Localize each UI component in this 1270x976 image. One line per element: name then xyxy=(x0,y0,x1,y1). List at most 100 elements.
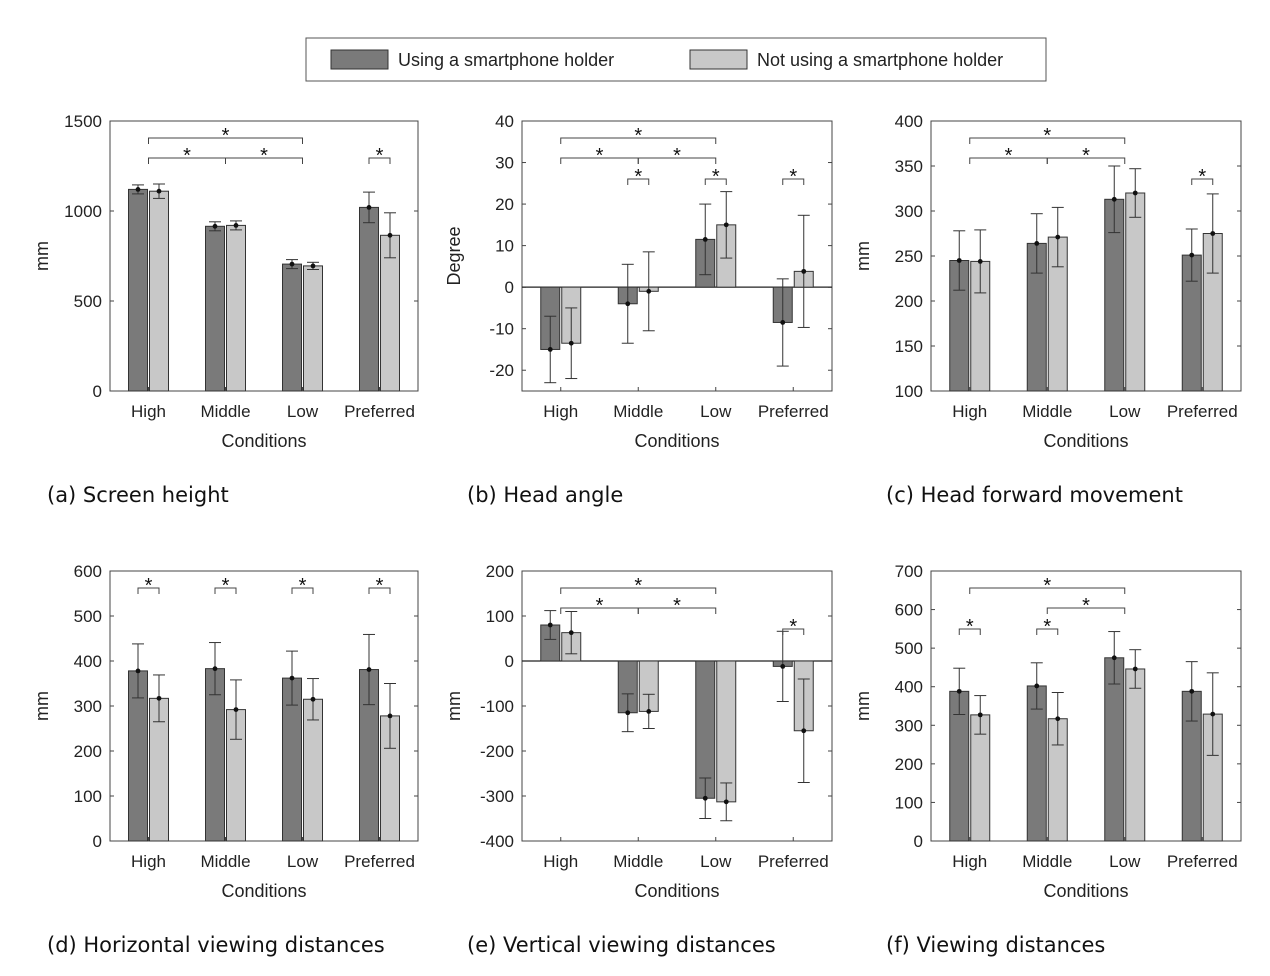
significance-star: * xyxy=(222,575,230,597)
mean-dot xyxy=(135,668,141,674)
x-tick-label: Preferred xyxy=(758,852,829,871)
mean-dot xyxy=(723,222,729,228)
y-tick-label: -300 xyxy=(480,787,514,806)
significance-bracket xyxy=(148,137,303,144)
bar xyxy=(380,234,400,392)
mean-dot xyxy=(1034,683,1040,689)
significance-bracket xyxy=(214,587,237,594)
panel-caption: (d) Horizontal viewing distances xyxy=(47,933,385,957)
bar xyxy=(1125,668,1146,842)
y-tick-label: 200 xyxy=(895,755,923,774)
x-axis-label: Conditions xyxy=(634,881,719,901)
x-tick-label: Preferred xyxy=(344,402,415,421)
mean-dot xyxy=(1111,655,1117,661)
x-tick-label: High xyxy=(952,852,987,871)
significance-star: * xyxy=(789,166,797,188)
y-tick-label: 10 xyxy=(495,237,514,256)
significance-bracket xyxy=(368,157,391,164)
mean-dot xyxy=(956,258,962,263)
y-tick-label: 0 xyxy=(505,278,514,297)
y-tick-label: 1500 xyxy=(64,112,102,131)
significance-star: * xyxy=(596,145,604,167)
x-tick-label: Preferred xyxy=(758,402,829,421)
chart-panel-1: -20 -10 0 10 20 30 40 High Middle Low Preferred * * *… xyxy=(444,112,833,507)
mean-dot xyxy=(1210,231,1216,236)
x-tick-label: High xyxy=(952,402,987,421)
significance-bracket xyxy=(1191,178,1214,185)
bar xyxy=(303,698,323,842)
bar xyxy=(149,190,169,392)
legend-swatch-using xyxy=(330,49,389,70)
chart-panel-4: -400 -300 -200 -100 0 100 200 High Middle Low Pref… xyxy=(444,562,833,957)
mean-dot xyxy=(1189,688,1195,694)
y-tick-label: 400 xyxy=(895,112,923,131)
bar xyxy=(205,225,225,392)
y-tick-label: 150 xyxy=(895,337,923,356)
mean-dot xyxy=(1189,252,1195,258)
significance-bracket xyxy=(137,587,160,594)
y-tick-label: 500 xyxy=(895,639,923,658)
significance-bracket xyxy=(782,628,805,635)
bar xyxy=(282,263,302,392)
significance-star: * xyxy=(673,145,681,167)
x-axis-label: Conditions xyxy=(1043,431,1128,451)
mean-dot xyxy=(956,688,962,694)
x-axis-label: Conditions xyxy=(221,431,306,451)
x-tick-label: High xyxy=(543,402,578,421)
panel-caption: (a) Screen height xyxy=(47,483,229,507)
mean-dot xyxy=(1034,241,1040,246)
x-tick-label: Middle xyxy=(200,402,250,421)
panel-caption: (b) Head angle xyxy=(467,483,623,507)
y-tick-label: 300 xyxy=(895,716,923,735)
significance-star: * xyxy=(712,166,720,188)
bar xyxy=(303,265,323,392)
significance-star: * xyxy=(1005,145,1013,167)
y-tick-label: -100 xyxy=(480,697,514,716)
y-tick-label: 500 xyxy=(74,607,102,626)
mean-dot xyxy=(801,268,807,274)
legend-swatch-not-using xyxy=(689,49,748,70)
x-axis-label: Conditions xyxy=(221,881,306,901)
y-axis-label: mm xyxy=(853,241,873,271)
mean-dot xyxy=(310,696,316,702)
significance-star: * xyxy=(1082,595,1090,617)
mean-dot xyxy=(780,320,786,325)
y-tick-label: 600 xyxy=(74,562,102,581)
significance-bracket xyxy=(1036,628,1059,635)
x-axis-label: Conditions xyxy=(1043,881,1128,901)
mean-dot xyxy=(212,223,218,229)
x-tick-label: Preferred xyxy=(344,852,415,871)
significance-star: * xyxy=(966,616,974,638)
significance-bracket xyxy=(969,587,1126,594)
mean-dot xyxy=(625,710,631,716)
x-tick-label: Middle xyxy=(613,402,663,421)
mean-dot xyxy=(289,675,295,681)
significance-bracket xyxy=(560,137,717,144)
y-tick-label: 0 xyxy=(914,832,923,851)
bar xyxy=(226,224,246,392)
y-tick-label: 300 xyxy=(74,697,102,716)
y-tick-label: 0 xyxy=(93,832,102,851)
chart-panel-2: 100 150 200 250 300 350 400 High Middle Low Prefer… xyxy=(853,112,1242,507)
significance-star: * xyxy=(376,145,384,167)
mean-dot xyxy=(387,713,393,719)
x-tick-label: Low xyxy=(287,402,319,421)
y-tick-label: 250 xyxy=(895,247,923,266)
x-tick-label: Preferred xyxy=(1167,402,1238,421)
significance-star: * xyxy=(1198,166,1206,188)
significance-bracket xyxy=(637,607,717,614)
mean-dot xyxy=(801,728,807,734)
significance-bracket xyxy=(969,137,1126,144)
mean-dot xyxy=(977,259,983,264)
y-axis-label: mm xyxy=(32,241,52,271)
panel-caption: (e) Vertical viewing distances xyxy=(467,933,776,957)
y-tick-label: 100 xyxy=(486,607,514,626)
significance-star: * xyxy=(145,575,153,597)
chart-panel-0: 0 500 1000 1500 High Middle Low Preferred * * * * Co… xyxy=(32,112,419,507)
mean-dot xyxy=(366,667,372,672)
x-axis-label: Conditions xyxy=(634,431,719,451)
x-tick-label: Low xyxy=(1109,852,1141,871)
significance-bracket xyxy=(1046,607,1126,614)
significance-bracket xyxy=(368,587,391,594)
